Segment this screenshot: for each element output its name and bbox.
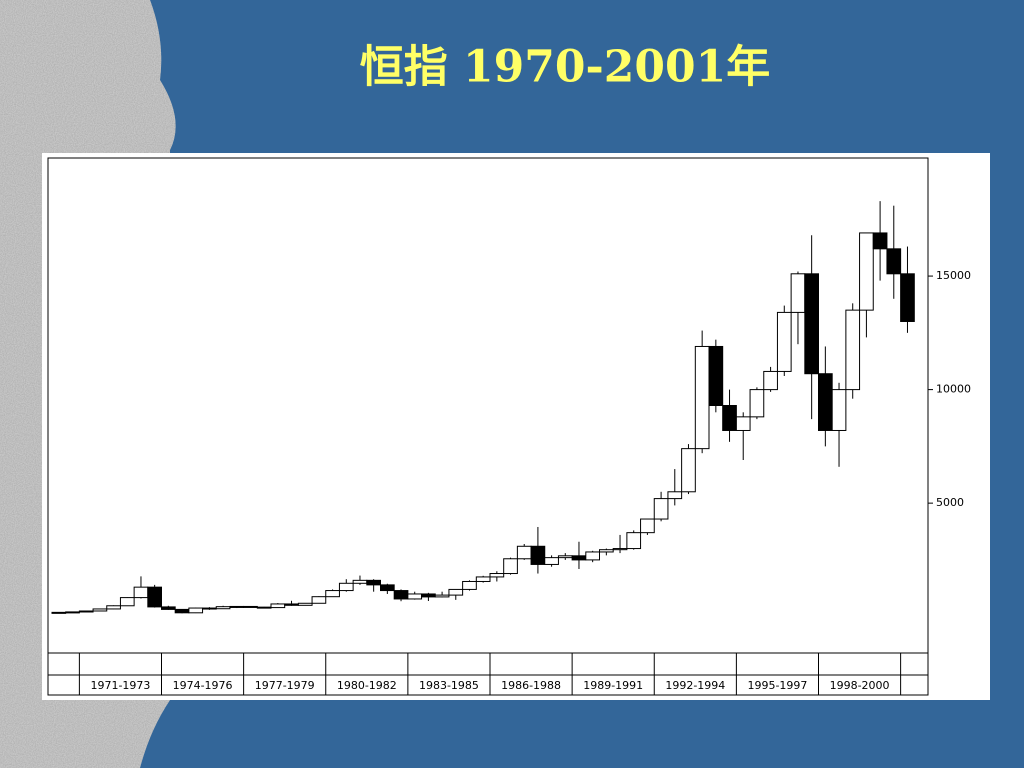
x-group-label: 1995-1997 [747,679,807,692]
candle-body [243,605,258,608]
candle-body [338,582,354,592]
y-tick-label: 5000 [936,496,964,509]
y-tick-label: 10000 [936,383,971,396]
candle-body [174,608,190,614]
candle-body [106,605,121,610]
candle-body [544,557,559,565]
x-table [47,652,929,696]
candle-body [161,606,176,610]
x-group-label: 1971-1973 [90,679,150,692]
candle-body [462,580,477,590]
candle-body [475,576,491,582]
candle-body [503,558,518,575]
chart-title: 恒指 1970-2001年 [360,42,771,93]
candle-body [270,603,286,609]
candle-body [380,584,395,592]
candle-body [831,389,847,431]
candle-body [352,579,368,584]
candle-body [489,573,505,578]
x-group-label: 1983-1985 [419,679,479,692]
candle-body [516,545,532,560]
candle-body [640,518,655,534]
x-group-label: 1992-1994 [665,679,725,692]
candle-body [667,491,683,500]
x-group-label: 1989-1991 [583,679,643,692]
candle-body [804,273,819,375]
candle-body [599,549,614,553]
candle-body [147,586,162,608]
candle-body [845,309,861,391]
candle-body [393,590,409,600]
candle-body [722,405,737,431]
x-group-label: 1974-1976 [173,679,233,692]
candle-body [434,594,450,598]
candle-body [530,545,546,565]
candle-body [133,586,149,599]
candle-body [325,590,340,598]
candle-body [859,232,874,311]
candle-body [202,607,217,610]
candle-body [92,608,108,612]
candle-body [78,610,94,613]
candle-body [708,345,724,407]
candle-body [65,611,80,614]
candle-body [900,273,915,322]
candle-body [763,370,778,391]
candle-body [735,416,751,431]
candle-body [51,611,67,614]
candle-body [311,596,327,604]
candle-body [119,597,135,607]
candle-body [407,593,423,600]
candle-body [585,551,600,561]
x-group-label: 1980-1982 [337,679,397,692]
candle-body [297,602,313,606]
candle-body [229,605,245,608]
candle-body [612,548,628,551]
candle-body [653,498,669,520]
candle-body [886,248,902,275]
chart-panel [42,153,990,700]
candle-body [557,555,573,559]
candle-body [681,448,696,493]
candle-body [776,311,792,372]
candle-body [448,588,464,596]
candle-body [694,345,710,450]
candle-body [188,607,204,614]
candle-body [749,389,765,418]
candle-body [215,606,231,610]
x-group-label: 1998-2000 [830,679,890,692]
candle-body [818,373,833,431]
x-group-label: 1977-1979 [255,679,315,692]
candle-body [421,593,436,598]
candle-body [626,532,642,550]
plot: 5000 10000 15000 1971-1973 1974-1976 1977-197… [51,201,971,695]
candle-body [571,555,587,561]
candle-body [366,579,381,586]
candle-body [790,273,806,313]
candle-body [284,603,299,606]
y-tick-label: 15000 [936,269,971,282]
x-group-label: 1986-1988 [501,679,561,692]
candle-body [872,232,888,250]
candle-body [256,606,272,609]
